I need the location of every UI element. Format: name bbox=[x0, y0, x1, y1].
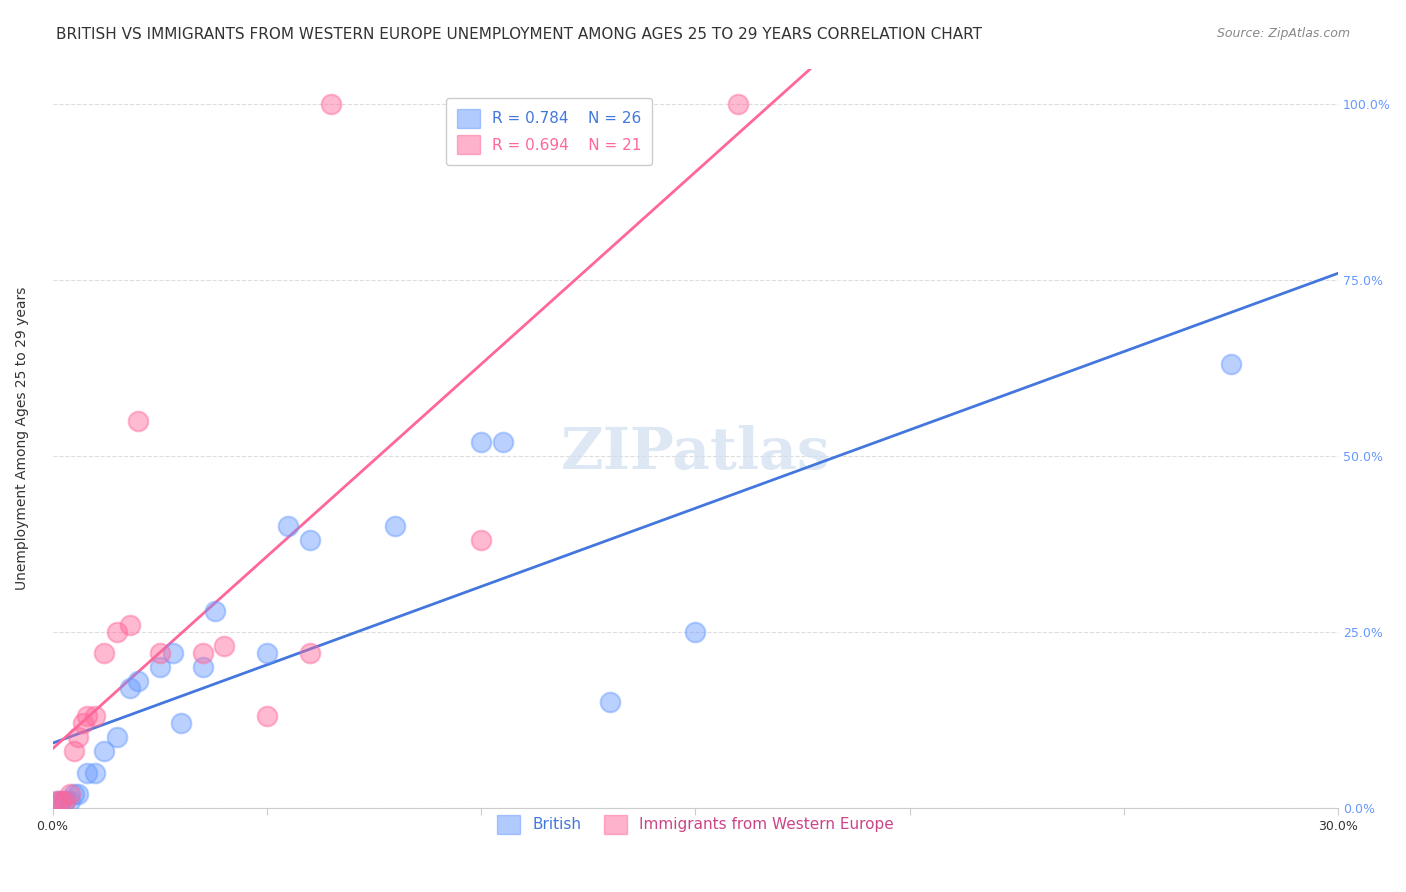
Point bbox=[84, 709, 107, 723]
Point bbox=[63, 744, 86, 758]
Point bbox=[59, 794, 82, 808]
Point bbox=[127, 413, 149, 427]
Point bbox=[84, 765, 107, 780]
Point bbox=[256, 709, 278, 723]
Text: ZIPatlas: ZIPatlas bbox=[561, 425, 831, 481]
Point bbox=[45, 794, 67, 808]
Legend: British, Immigrants from Western Europe: British, Immigrants from Western Europe bbox=[486, 805, 904, 845]
Point bbox=[76, 709, 98, 723]
Y-axis label: Unemployment Among Ages 25 to 29 years: Unemployment Among Ages 25 to 29 years bbox=[15, 286, 30, 590]
Text: Source: ZipAtlas.com: Source: ZipAtlas.com bbox=[1216, 27, 1350, 40]
Point bbox=[256, 646, 278, 660]
Point bbox=[67, 731, 90, 745]
Point bbox=[1220, 357, 1243, 371]
Point bbox=[105, 624, 128, 639]
Point bbox=[51, 794, 73, 808]
Point bbox=[51, 794, 73, 808]
Point bbox=[162, 646, 184, 660]
Point bbox=[59, 787, 82, 801]
Point bbox=[685, 624, 707, 639]
Point bbox=[118, 617, 141, 632]
Point bbox=[212, 639, 235, 653]
Point bbox=[55, 794, 77, 808]
Point bbox=[470, 533, 492, 548]
Point bbox=[204, 604, 226, 618]
Point bbox=[105, 731, 128, 745]
Point bbox=[149, 660, 172, 674]
Point bbox=[118, 681, 141, 695]
Point bbox=[727, 96, 749, 111]
Point bbox=[298, 646, 321, 660]
Point bbox=[149, 646, 172, 660]
Point bbox=[384, 519, 406, 533]
Point bbox=[55, 794, 77, 808]
Point bbox=[93, 646, 115, 660]
Point bbox=[93, 744, 115, 758]
Point bbox=[63, 787, 86, 801]
Point bbox=[470, 434, 492, 449]
Point bbox=[191, 646, 214, 660]
Point bbox=[191, 660, 214, 674]
Point bbox=[277, 519, 299, 533]
Point bbox=[298, 533, 321, 548]
Point bbox=[72, 716, 94, 731]
Point bbox=[491, 434, 513, 449]
Point bbox=[321, 96, 343, 111]
Text: BRITISH VS IMMIGRANTS FROM WESTERN EUROPE UNEMPLOYMENT AMONG AGES 25 TO 29 YEARS: BRITISH VS IMMIGRANTS FROM WESTERN EUROP… bbox=[56, 27, 983, 42]
Point bbox=[45, 794, 67, 808]
Point bbox=[76, 765, 98, 780]
Point bbox=[127, 673, 149, 688]
Point bbox=[170, 716, 193, 731]
Point bbox=[599, 695, 621, 709]
Point bbox=[67, 787, 90, 801]
